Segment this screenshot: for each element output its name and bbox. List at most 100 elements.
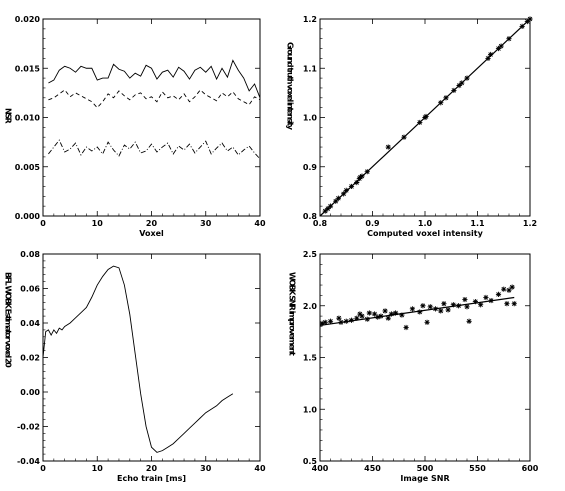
data-point bbox=[472, 299, 478, 305]
x-tick-label: 0.9 bbox=[365, 219, 380, 228]
x-axis-label: Voxel bbox=[139, 229, 164, 238]
x-tick-label: 20 bbox=[146, 219, 158, 228]
data-point bbox=[424, 319, 430, 325]
data-point bbox=[348, 183, 355, 190]
data-point bbox=[336, 315, 342, 321]
y-tick-label: 0.06 bbox=[20, 285, 40, 294]
x-tick-label: 0 bbox=[40, 464, 46, 473]
x-tick-label: 40 bbox=[254, 219, 266, 228]
x-tick-label: 30 bbox=[200, 219, 212, 228]
data-point bbox=[409, 306, 415, 312]
x-tick-label: 30 bbox=[200, 464, 212, 473]
data-point bbox=[483, 294, 489, 301]
data-point bbox=[441, 301, 447, 307]
y-tick-label: 0.5 bbox=[303, 457, 318, 466]
data-point bbox=[348, 317, 355, 323]
data-point bbox=[462, 296, 468, 303]
data-point bbox=[322, 319, 328, 325]
data-point bbox=[456, 303, 462, 309]
x-tick-label: 0.8 bbox=[313, 219, 328, 228]
plot-frame bbox=[42, 253, 261, 462]
data-point bbox=[501, 286, 507, 292]
data-point bbox=[385, 315, 391, 321]
x-axis-label: Computed voxel intensity bbox=[367, 229, 483, 238]
y-tick-label: 0.005 bbox=[15, 163, 41, 172]
y-axis-label: NSR bbox=[4, 108, 13, 123]
data-point bbox=[488, 51, 494, 58]
y-axis-label: BFL WOBK Estimator voxel 20 bbox=[4, 272, 13, 368]
y-tick-label: 0.8 bbox=[303, 212, 318, 221]
data-point bbox=[438, 308, 444, 314]
data-point bbox=[432, 306, 439, 312]
x-tick-label: 450 bbox=[364, 464, 381, 473]
data-point bbox=[485, 55, 491, 61]
data-point bbox=[478, 302, 484, 308]
data-point bbox=[451, 87, 457, 94]
x-tick-label: 1.0 bbox=[418, 219, 433, 228]
y-tick-label: 0.04 bbox=[20, 319, 40, 328]
data-point bbox=[488, 297, 494, 304]
y-tick-label: 1.0 bbox=[303, 405, 318, 414]
data-point bbox=[393, 310, 399, 316]
data-point bbox=[498, 43, 504, 49]
data-point bbox=[438, 100, 444, 106]
data-point bbox=[364, 316, 370, 322]
x-tick-label: 10 bbox=[92, 219, 104, 228]
data-point bbox=[399, 312, 405, 318]
data-point bbox=[364, 169, 370, 175]
x-tick-label: 600 bbox=[522, 464, 539, 473]
data-point bbox=[382, 308, 388, 314]
data-point bbox=[504, 301, 510, 307]
panel-ground-truth-vs-computed: 0.8 0.9 1.0 1.1 1.2 0.8 0.9 1.0 1.1 1.2 Computed v… bbox=[286, 15, 538, 238]
data-point bbox=[354, 179, 360, 186]
data-point bbox=[327, 318, 334, 324]
data-point bbox=[511, 301, 517, 307]
panel-estimator-vs-echo-train: 0 10 20 30 40 -0.04 -0.02 0.00 0.02 0.04 0.06 0.08 E… bbox=[4, 250, 266, 483]
y-tick-label: 2.5 bbox=[303, 250, 318, 259]
data-point bbox=[319, 320, 325, 326]
data-point bbox=[445, 307, 451, 313]
data-point bbox=[509, 284, 515, 290]
y-tick-label: 0.020 bbox=[15, 15, 41, 24]
data-point bbox=[403, 324, 409, 331]
data-point bbox=[450, 302, 456, 308]
data-point bbox=[359, 313, 365, 319]
x-tick-label: 550 bbox=[469, 464, 486, 473]
data-point bbox=[464, 304, 470, 310]
y-tick-label: 0.08 bbox=[20, 250, 40, 259]
data-point bbox=[443, 95, 449, 101]
data-point bbox=[335, 195, 341, 201]
data-point bbox=[456, 82, 462, 89]
data-point bbox=[341, 191, 347, 197]
data-point bbox=[417, 119, 423, 126]
data-point bbox=[385, 144, 391, 150]
x-tick-label: 500 bbox=[417, 464, 434, 473]
data-point bbox=[338, 319, 344, 325]
series-line-1 bbox=[48, 59, 261, 98]
data-point bbox=[506, 287, 512, 293]
y-tick-label: -0.02 bbox=[17, 423, 40, 432]
x-axis-label: Image SNR bbox=[400, 474, 449, 483]
x-tick-label: 1.1 bbox=[470, 219, 485, 228]
data-point bbox=[322, 208, 328, 214]
y-tick-label: 2.0 bbox=[303, 302, 318, 311]
y-tick-label: 0.9 bbox=[303, 163, 318, 172]
y-tick-label: 0.000 bbox=[15, 212, 41, 221]
data-point bbox=[464, 75, 470, 81]
data-point bbox=[372, 311, 378, 317]
data-point bbox=[423, 113, 429, 120]
data-point bbox=[506, 36, 512, 42]
data-point bbox=[343, 318, 349, 324]
x-tick-label: 400 bbox=[312, 464, 329, 473]
data-point bbox=[354, 315, 360, 321]
data-point bbox=[375, 314, 381, 320]
y-tick-label: 0.010 bbox=[15, 114, 41, 123]
data-point bbox=[378, 313, 384, 319]
x-axis-label: Echo train [ms] bbox=[117, 474, 186, 483]
x-tick-label: 20 bbox=[146, 464, 158, 473]
panel-nsr-vs-voxel: 0 10 20 30 40 0.000 0.005 0.010 0.015 0.020 Voxel N… bbox=[4, 15, 266, 238]
x-tick-label: 10 bbox=[92, 464, 104, 473]
data-point bbox=[459, 80, 465, 86]
data-point bbox=[466, 318, 472, 324]
data-point bbox=[427, 304, 433, 310]
